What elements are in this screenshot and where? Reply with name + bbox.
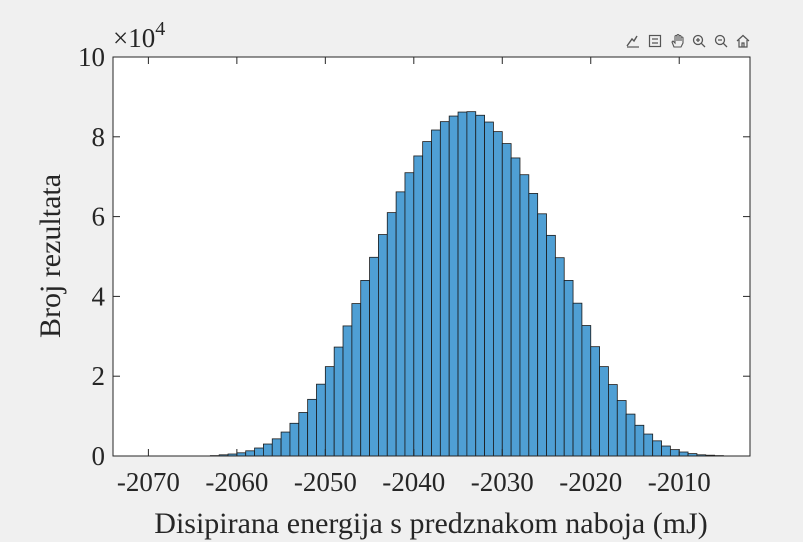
histogram-bar [581, 325, 592, 457]
x-axis-label: Disipirana energija s predznakom naboja … [154, 507, 707, 540]
x-tick-label: -2070 [117, 467, 180, 497]
y-axis-label: Broj rezultata [34, 174, 67, 338]
histogram-bar [643, 433, 654, 457]
histogram-bar [678, 451, 689, 457]
histogram-bar [413, 155, 424, 457]
x-tick-label: -2040 [382, 467, 445, 497]
histogram-bar [572, 302, 583, 457]
pan-icon[interactable] [666, 32, 687, 50]
histogram-bar [537, 213, 547, 457]
histogram-bar [590, 346, 600, 457]
x-tick-label: -2020 [559, 467, 622, 497]
histogram-bar [519, 174, 530, 457]
histogram-bar [475, 114, 485, 457]
histogram-bar [652, 440, 662, 457]
histogram-bar [457, 111, 468, 457]
x-tick-label: -2060 [205, 467, 268, 497]
histogram-bar [333, 346, 344, 457]
histogram-bar [404, 172, 415, 457]
x-axis-ticks: -2070 -2060 -2050 -2040 -2030 -2020 -2010 [117, 57, 711, 497]
histogram-bar [271, 438, 282, 457]
histogram-bar [395, 191, 406, 457]
histogram-bar [484, 121, 494, 457]
data-tip-icon[interactable] [622, 32, 643, 50]
histogram-bar [501, 143, 512, 457]
histogram-bar [634, 424, 645, 457]
histogram-bar [625, 413, 636, 457]
histogram-bar [493, 131, 503, 457]
histogram-bar [546, 234, 556, 457]
axes-toolbar [622, 32, 753, 50]
zoom-out-icon[interactable] [710, 32, 731, 50]
histogram-bar [661, 445, 671, 457]
histogram-bar [254, 447, 264, 457]
histogram-bar [307, 398, 317, 457]
histogram-bar [245, 450, 255, 457]
y-tick-label: 8 [92, 122, 106, 152]
histogram-bars [209, 111, 724, 457]
histogram-bar [369, 256, 379, 457]
y-exponent-label: ×104 [113, 18, 165, 53]
histogram-bar [342, 325, 353, 457]
histogram-bar [439, 121, 450, 457]
histogram-bar [466, 111, 477, 457]
y-exponent-power: 4 [155, 18, 165, 40]
histogram-bar [324, 366, 335, 457]
histogram-bar [316, 383, 326, 457]
histogram-bar [616, 400, 627, 457]
x-tick-label: -2010 [648, 467, 711, 497]
histogram-bar [280, 431, 291, 457]
x-tick-label: -2050 [294, 467, 357, 497]
histogram-bar [422, 141, 432, 457]
histogram-bar [351, 303, 362, 457]
histogram-bar [608, 384, 618, 457]
histogram-bar [563, 280, 574, 457]
histogram-bar [360, 280, 370, 457]
histogram-bar [448, 115, 459, 457]
axes-box [112, 56, 751, 457]
histogram-bar [378, 234, 388, 457]
histogram-bar [386, 212, 397, 457]
y-axis-ticks: 0 2 4 6 8 10 [78, 42, 750, 471]
histogram-bar [669, 449, 680, 457]
zoom-in-icon[interactable] [688, 32, 709, 50]
x-tick-label: -2030 [471, 467, 534, 497]
legend-icon[interactable] [644, 32, 665, 50]
histogram-bar [599, 366, 609, 457]
axes-frame [112, 56, 751, 457]
histogram-bar [528, 193, 539, 457]
y-tick-label: 2 [92, 361, 106, 391]
y-tick-label: 6 [92, 202, 106, 232]
histogram-bar [263, 443, 273, 457]
histogram-bar [431, 129, 441, 457]
y-tick-label: 4 [92, 281, 106, 311]
home-icon[interactable] [732, 32, 753, 50]
histogram-bar [554, 257, 565, 457]
histogram-bar [298, 412, 309, 457]
histogram-bar [289, 422, 300, 457]
y-tick-label: 0 [92, 441, 106, 471]
y-tick-label: 10 [78, 42, 105, 72]
histogram-bar [510, 157, 521, 457]
